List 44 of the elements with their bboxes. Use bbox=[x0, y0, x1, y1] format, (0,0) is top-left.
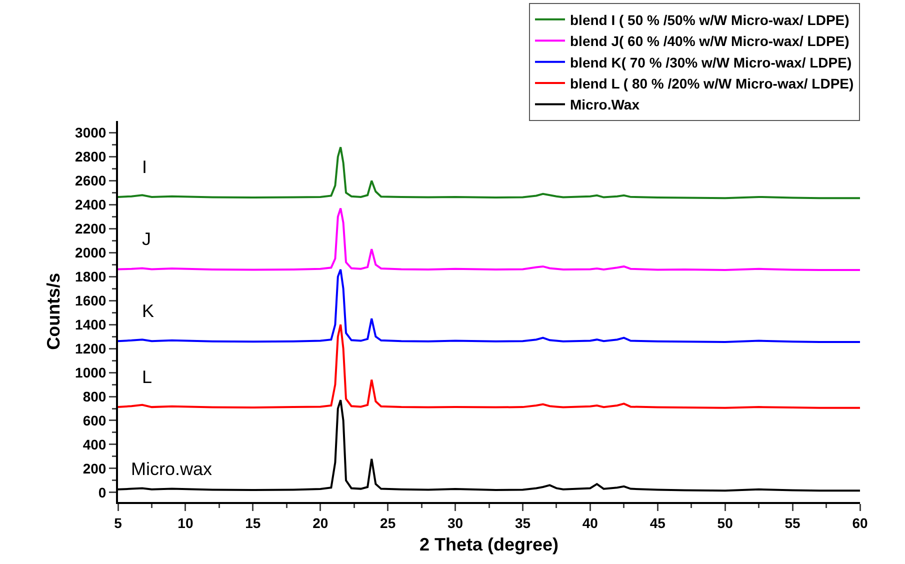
x-tick-label: 25 bbox=[380, 514, 396, 531]
x-tick-label: 5 bbox=[114, 514, 122, 531]
y-tick-label: 3000 bbox=[75, 124, 106, 141]
x-axis-title: 2 Theta (degree) bbox=[419, 534, 559, 554]
y-tick-label: 600 bbox=[82, 412, 106, 428]
line-series bbox=[118, 207, 860, 272]
y-tick-label: 2400 bbox=[75, 196, 106, 213]
y-tick-label: 400 bbox=[82, 436, 106, 452]
y-tick-label: 1000 bbox=[75, 364, 106, 380]
y-tick-label: 1800 bbox=[75, 268, 106, 285]
line-series bbox=[118, 324, 860, 409]
y-tick-label: 1200 bbox=[75, 340, 106, 356]
y-tick-label: 2000 bbox=[75, 244, 106, 261]
x-tick-label: 20 bbox=[312, 514, 328, 531]
legend-label: blend L ( 80 % /20% w/W Micro-wax/ LDPE) bbox=[570, 75, 854, 92]
x-tick-label: 50 bbox=[717, 514, 734, 531]
legend-label: blend I ( 50 % /50% w/W Micro-wax/ LDPE) bbox=[570, 12, 850, 28]
y-tick-label: 2800 bbox=[75, 148, 106, 165]
legend-label: blend J( 60 % /40% w/W Micro-wax/ LDPE) bbox=[570, 33, 850, 50]
y-tick-label: 800 bbox=[82, 388, 106, 404]
y-tick-label: 0 bbox=[98, 484, 106, 500]
x-tick-label: 45 bbox=[650, 514, 666, 531]
line-series bbox=[118, 268, 860, 343]
annotation: J bbox=[142, 229, 151, 249]
x-tick-label: 15 bbox=[245, 514, 261, 531]
annotation: I bbox=[142, 157, 148, 177]
annotation: K bbox=[142, 301, 154, 321]
legend-label: Micro.Wax bbox=[570, 96, 640, 113]
y-axis-title: Counts/s bbox=[44, 272, 64, 350]
y-tick-label: 200 bbox=[82, 460, 106, 476]
x-tick-label: 55 bbox=[784, 514, 801, 531]
y-tick-label: 2200 bbox=[75, 220, 106, 237]
annotation: L bbox=[142, 367, 152, 387]
y-tick-label: 1400 bbox=[75, 316, 106, 332]
legend-label: blend K( 70 % /30% w/W Micro-wax/ LDPE) bbox=[570, 54, 852, 70]
x-tick-label: 60 bbox=[852, 514, 868, 531]
y-tick-label: 1600 bbox=[75, 292, 106, 309]
x-tick-label: 35 bbox=[514, 514, 531, 531]
annotation: Micro.wax bbox=[131, 459, 212, 479]
x-tick-label: 10 bbox=[178, 514, 194, 531]
x-tick-label: 30 bbox=[447, 514, 464, 531]
line-series bbox=[118, 146, 860, 200]
x-tick-label: 40 bbox=[582, 514, 598, 531]
y-tick-label: 2600 bbox=[75, 172, 106, 189]
